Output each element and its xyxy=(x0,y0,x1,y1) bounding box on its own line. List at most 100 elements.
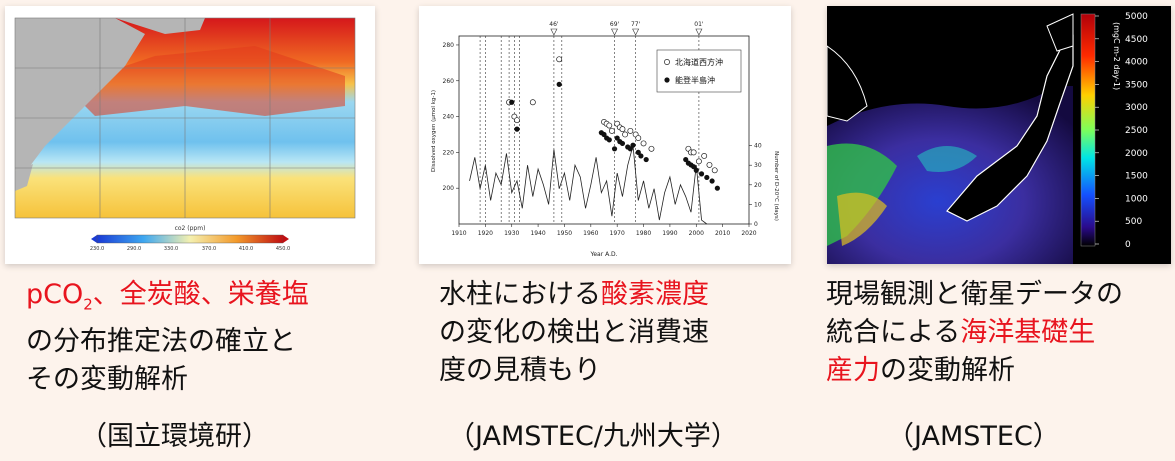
caption-red: 酸素濃度 xyxy=(601,279,709,310)
open-point xyxy=(690,149,697,156)
event-marker xyxy=(632,28,640,36)
filled-point xyxy=(704,174,710,181)
caption-red: 海洋基礎生 xyxy=(960,317,1096,348)
caption-red: 、全炭酸、栄養塩 xyxy=(92,279,309,310)
open-point xyxy=(640,140,647,147)
pco2-map-panel: co2 (ppm) 230.0 290.0 330.0 370.0 410.0 … xyxy=(5,6,375,264)
event-marker xyxy=(550,28,558,36)
colorbar-tick: 410.0 xyxy=(239,246,253,252)
colorbar xyxy=(1080,13,1096,247)
caption-red: 産力 xyxy=(826,355,880,386)
open-point xyxy=(556,56,563,63)
open-point xyxy=(622,131,629,138)
x-tick-label: 1950 xyxy=(557,230,572,237)
colorbar-tick: 230.0 xyxy=(90,246,104,252)
caption-line: 現場観測と衛星データの xyxy=(826,279,1123,310)
x-tick-label: 2020 xyxy=(741,230,756,237)
caption-line: pCO2、全炭酸、栄養塩 xyxy=(26,276,309,323)
caption-oxygen: 水柱における酸素濃度 の変化の検出と消費速 度の見積もり xyxy=(439,276,709,390)
colorbar-tick-label: 2000 xyxy=(1125,149,1148,159)
colorbar-tick-label: 4000 xyxy=(1125,58,1148,68)
y-tick-label: 260 xyxy=(443,78,455,85)
open-point xyxy=(608,127,615,134)
event-label: 77' xyxy=(631,21,641,28)
open-point xyxy=(706,161,713,168)
primary-production-map-panel: 5000 4500 4000 3500 3000 2500 2000 1500 1000 500 0… xyxy=(827,6,1171,264)
open-point xyxy=(701,153,708,159)
colorbar-tick-label: 1000 xyxy=(1125,194,1148,204)
y-tick-label: 240 xyxy=(443,114,455,121)
caption-red: pCO xyxy=(26,279,84,310)
event-label: 01' xyxy=(694,21,704,28)
colorbar-tick-label: 3500 xyxy=(1125,80,1148,90)
y-tick-label: 220 xyxy=(443,149,455,156)
x-axis-label: Year A.D. xyxy=(589,251,617,258)
filled-point xyxy=(683,156,689,163)
legend-entry: 能登半島沖 xyxy=(675,75,715,85)
colorbar-tick: 290.0 xyxy=(127,246,141,252)
legend-open-marker xyxy=(664,59,670,65)
filled-point xyxy=(691,164,697,170)
days-series-line xyxy=(469,145,708,225)
oxygen-chart-panel: 46' 69' 77' 01' 1910 1920 1930 1940 1950 1960 197… xyxy=(419,6,791,264)
filled-point xyxy=(619,140,626,147)
open-point xyxy=(619,126,626,133)
x-tick-label: 1940 xyxy=(530,230,545,237)
colorbar-tick-label: 5000 xyxy=(1125,12,1148,22)
event-marker xyxy=(695,28,703,36)
colorbar-unit: (mgC m-2 day-1) xyxy=(1112,22,1121,90)
caption-line: その変動解析 xyxy=(26,364,188,396)
x-tick-label: 2010 xyxy=(715,230,730,237)
y2-tick-label: 20 xyxy=(754,182,762,189)
colorbar-label: co2 (ppm) xyxy=(175,225,206,232)
colorbar-tick-label: 0 xyxy=(1125,240,1131,250)
caption-line: の分布推定法の確立と xyxy=(26,326,296,358)
caption-text: の変動解析 xyxy=(880,355,1015,386)
filled-point xyxy=(601,131,607,138)
caption-line: の変化の検出と消費速 xyxy=(439,317,709,348)
caption-pco2: pCO2、全炭酸、栄養塩 の分布推定法の確立と その変動解析 xyxy=(26,276,309,399)
caption-subscript: 2 xyxy=(83,295,93,314)
oxygen-chart: 46' 69' 77' 01' 1910 1920 1930 1940 1950 1960 197… xyxy=(431,21,779,258)
legend-entry: 北海道西方沖 xyxy=(675,57,723,67)
filled-point xyxy=(714,185,720,191)
y2-tick-label: 40 xyxy=(754,143,762,150)
event-marker xyxy=(611,28,619,36)
y-tick-label: 280 xyxy=(443,42,455,49)
open-point xyxy=(635,135,642,142)
x-tick-label: 1930 xyxy=(504,230,519,237)
filled-point xyxy=(638,153,644,159)
x-tick-label: 1990 xyxy=(662,230,677,237)
filled-point xyxy=(556,81,562,87)
x-tick-label: 1970 xyxy=(610,230,625,237)
legend-filled-marker xyxy=(664,77,670,83)
caption-production: 現場観測と衛星データの 統合による海洋基礎生 産力の変動解析 xyxy=(826,276,1123,390)
source-production: （JAMSTEC） xyxy=(887,421,1060,452)
filled-point xyxy=(614,135,620,141)
filled-point xyxy=(606,137,612,143)
primary-production-map: 5000450040003500300025002000150010005000… xyxy=(827,6,1171,264)
y2-axis-label: Number of D-20°C (days) xyxy=(773,151,779,221)
caption-line: 産力の変動解析 xyxy=(826,352,1123,390)
caption-text: 統合による xyxy=(826,317,961,348)
x-tick-label: 2000 xyxy=(689,230,704,237)
filled-point xyxy=(635,149,641,155)
caption-line: 統合による海洋基礎生 xyxy=(826,314,1123,352)
source-oxygen: （JAMSTEC/九州大学） xyxy=(448,421,738,452)
colorbar-tick-label: 500 xyxy=(1125,217,1142,227)
colorbar-tick-label: 2500 xyxy=(1125,126,1148,136)
x-tick-label: 1980 xyxy=(636,230,651,237)
caption-line: 水柱における酸素濃度 xyxy=(439,276,709,314)
colorbar-tick: 450.0 xyxy=(276,246,290,252)
colorbar-tick-label: 4500 xyxy=(1125,35,1148,45)
x-tick-label: 1960 xyxy=(583,230,598,237)
pco2-map: co2 (ppm) 230.0 290.0 330.0 370.0 410.0 … xyxy=(14,17,356,252)
y2-tick-label: 30 xyxy=(754,162,762,169)
open-point xyxy=(695,158,702,165)
event-label: 69' xyxy=(610,21,620,28)
filled-point xyxy=(514,126,520,132)
open-point xyxy=(648,145,655,152)
y-axis-label: Dissolved oxygen (μmol kg-1) xyxy=(431,90,437,172)
filled-point xyxy=(627,146,633,152)
filled-point xyxy=(611,146,618,152)
